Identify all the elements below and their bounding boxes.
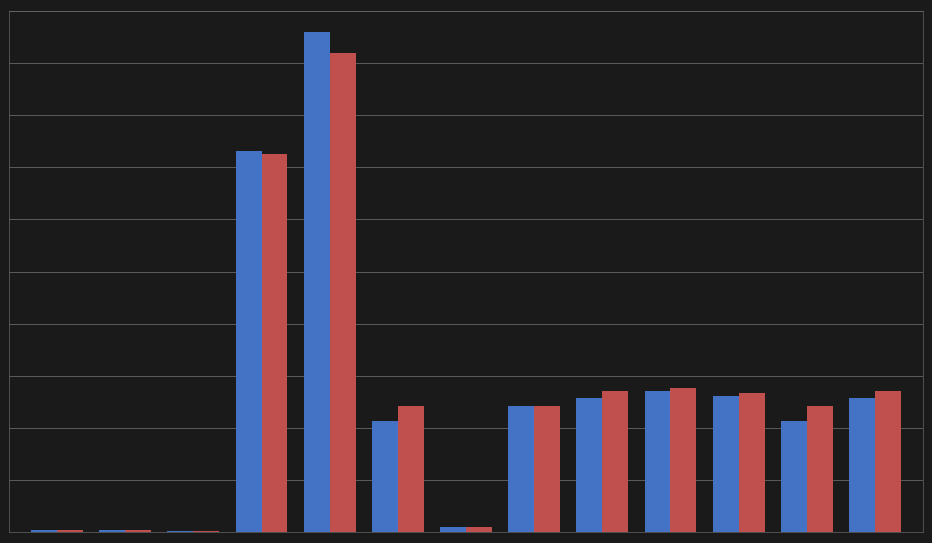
Bar: [398, 406, 424, 532]
Bar: [440, 527, 466, 532]
Bar: [534, 406, 560, 532]
Bar: [262, 154, 287, 532]
Bar: [713, 395, 739, 532]
Bar: [849, 397, 875, 532]
Bar: [57, 530, 83, 532]
Bar: [508, 406, 534, 532]
Bar: [670, 388, 696, 532]
Bar: [304, 31, 330, 532]
Bar: [236, 150, 262, 532]
Bar: [330, 53, 356, 532]
Bar: [645, 392, 670, 532]
Bar: [466, 527, 492, 532]
Bar: [193, 531, 219, 532]
Bar: [125, 530, 151, 532]
Bar: [31, 530, 57, 532]
Bar: [100, 530, 125, 532]
Bar: [602, 392, 628, 532]
Bar: [807, 406, 832, 532]
Bar: [168, 531, 193, 532]
Bar: [739, 394, 764, 532]
Bar: [372, 421, 398, 532]
Bar: [781, 421, 807, 532]
Bar: [875, 392, 901, 532]
Bar: [576, 397, 602, 532]
